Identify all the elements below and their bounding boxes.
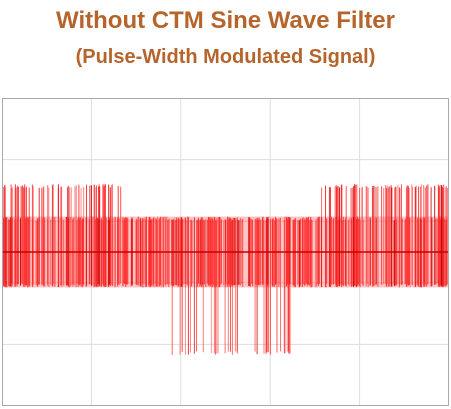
chart-title: Without CTM Sine Wave Filter	[56, 7, 395, 34]
chart-subtitle: (Pulse-Width Modulated Signal)	[75, 46, 376, 68]
pwm-signal-plot	[2, 98, 449, 406]
plot-frame	[2, 98, 449, 406]
